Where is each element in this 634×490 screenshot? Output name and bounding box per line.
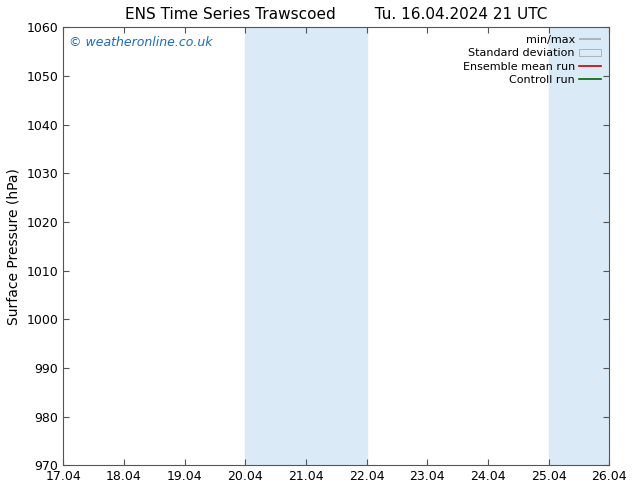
Bar <box>548 27 609 465</box>
Text: © weatheronline.co.uk: © weatheronline.co.uk <box>68 36 212 49</box>
Y-axis label: Surface Pressure (hPa): Surface Pressure (hPa) <box>7 168 21 325</box>
Bar <box>245 27 366 465</box>
Title: ENS Time Series Trawscoed        Tu. 16.04.2024 21 UTC: ENS Time Series Trawscoed Tu. 16.04.2024… <box>125 7 547 22</box>
Legend: min/max, Standard deviation, Ensemble mean run, Controll run: min/max, Standard deviation, Ensemble me… <box>460 33 604 87</box>
